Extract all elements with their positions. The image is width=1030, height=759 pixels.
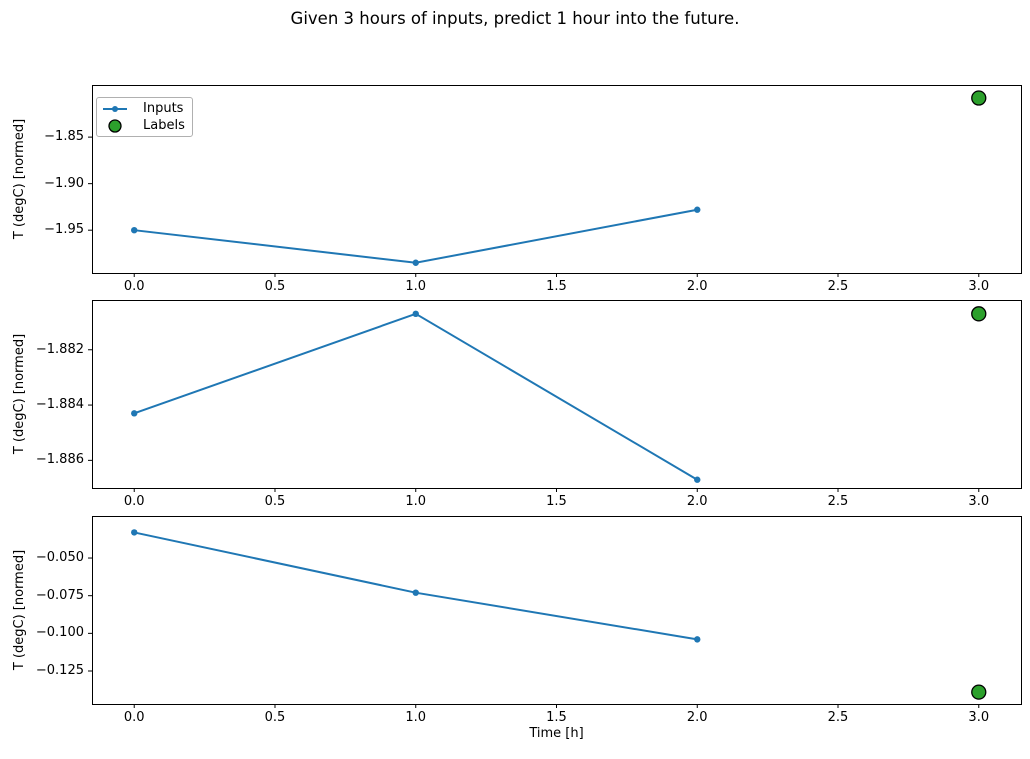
legend-label-inputs: Inputs (143, 100, 184, 116)
x-tick-label: 1.5 (546, 710, 567, 725)
y-tick-label: −1.884 (35, 397, 84, 413)
inputs-marker (412, 259, 419, 266)
legend: Inputs Labels (96, 97, 193, 137)
y-axis-label: T (degC) [normed] (12, 333, 27, 455)
y-tick-label: −0.075 (35, 587, 84, 603)
labels-marker (971, 90, 987, 106)
labels-circle-icon (108, 118, 122, 133)
inputs-marker (131, 529, 138, 536)
x-tick-label: 3.0 (968, 494, 990, 509)
inputs-line-icon (103, 105, 127, 112)
legend-label-labels: Labels (143, 117, 185, 133)
inputs-marker (694, 476, 701, 483)
x-tick-label: 2.0 (686, 279, 708, 294)
y-tick-label: −1.95 (44, 222, 84, 238)
x-tick-label: 3.0 (968, 710, 990, 725)
y-axis-label: T (degC) [normed] (12, 118, 27, 240)
labels-marker (971, 306, 987, 322)
x-tick-label: 1.0 (405, 710, 427, 725)
y-axis-label: T (degC) [normed] (12, 549, 27, 671)
x-tick-label: 2.0 (686, 710, 708, 725)
x-tick-label: 2.0 (686, 494, 708, 509)
x-tick-label: 0.5 (264, 279, 286, 294)
x-axis-label: Time [h] (529, 726, 584, 741)
x-tick-label: 0.0 (123, 279, 145, 294)
y-tick-label: −1.85 (44, 129, 84, 145)
x-tick-label: 3.0 (968, 279, 990, 294)
x-tick-label: 0.5 (264, 710, 286, 725)
x-tick-label: 2.5 (827, 494, 849, 509)
x-tick-label: 1.0 (405, 279, 427, 294)
x-tick-label: 2.5 (827, 279, 849, 294)
inputs-marker (412, 310, 419, 318)
figure-title: Given 3 hours of inputs, predict 1 hour … (290, 9, 740, 28)
x-tick-label: 2.5 (827, 710, 849, 725)
axes-spine (92, 85, 1022, 274)
y-tick-label: −1.886 (35, 452, 84, 468)
y-tick-label: −0.100 (35, 625, 84, 641)
legend-item-inputs: Inputs (102, 100, 186, 117)
x-tick-label: 1.5 (546, 494, 567, 509)
y-tick-label: −0.050 (35, 550, 84, 566)
inputs-marker (412, 589, 419, 596)
y-tick-label: −1.882 (35, 341, 84, 357)
x-tick-label: 1.0 (405, 494, 427, 509)
inputs-marker (131, 226, 138, 234)
x-tick-label: 1.5 (546, 279, 567, 294)
x-tick-label: 0.0 (123, 710, 145, 725)
inputs-marker (694, 206, 701, 213)
inputs-marker (694, 636, 701, 643)
labels-marker (971, 684, 987, 700)
x-tick-label: 0.5 (264, 494, 286, 509)
inputs-line (134, 208, 698, 264)
inputs-line (134, 531, 698, 641)
y-tick-label: −1.90 (44, 175, 84, 191)
inputs-marker (131, 410, 138, 417)
inputs-line (133, 312, 698, 481)
axes-spine (92, 300, 1022, 489)
y-tick-label: −0.125 (35, 663, 84, 678)
axes-spine (92, 516, 1022, 705)
legend-item-labels: Labels (102, 117, 186, 134)
x-tick-label: 0.0 (123, 494, 145, 509)
